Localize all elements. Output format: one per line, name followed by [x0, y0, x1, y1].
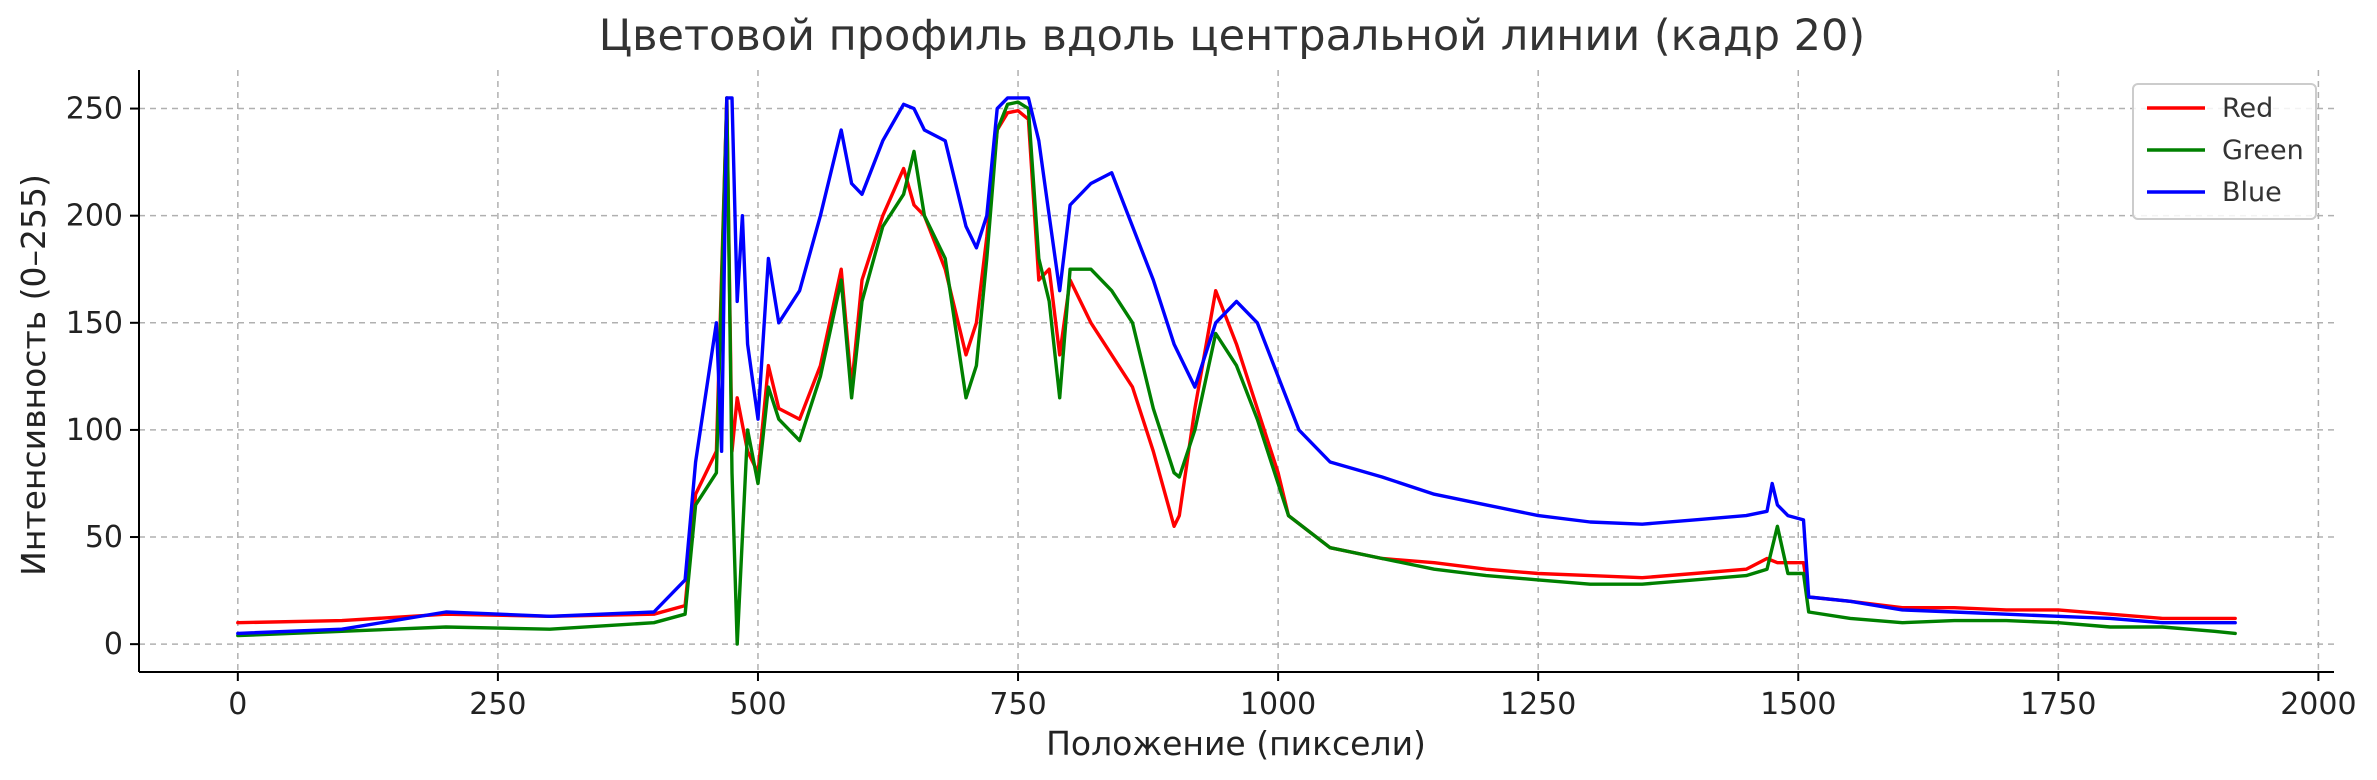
x-tick-label: 2000 [2280, 687, 2356, 722]
x-tick-label: 1750 [2020, 687, 2096, 722]
x-tick-label: 1250 [1500, 687, 1576, 722]
y-tick-label: 0 [104, 627, 123, 662]
plot-series [236, 96, 2237, 646]
x-tick-label: 1000 [1240, 687, 1316, 722]
y-tick-label: 150 [66, 306, 123, 341]
legend-items: Red Green Blue [2147, 93, 2304, 208]
legend-label-red: Red [2222, 93, 2273, 124]
axes [138, 70, 2334, 673]
legend: Red Green Blue [2132, 83, 2317, 220]
x-tick-label: 500 [729, 687, 786, 722]
y-axis-label: Интенсивность (0–255) [14, 174, 53, 576]
y-tick-label: 100 [66, 413, 123, 448]
series-line-red [236, 96, 2237, 625]
y-tick-label: 50 [85, 520, 123, 555]
series-line-green [236, 96, 2237, 646]
x-tick-label: 1500 [1760, 687, 1836, 722]
x-tick-label: 250 [469, 687, 526, 722]
x-axis-ticks: 0 250 500 750 1000 1250 1500 1750 2000 [228, 672, 2357, 722]
y-tick-label: 250 [66, 92, 123, 127]
x-tick-label: 750 [989, 687, 1046, 722]
y-axis-ticks: 0 50 100 150 200 250 [66, 92, 139, 662]
series-line-blue [236, 96, 2237, 636]
legend-label-green: Green [2222, 135, 2304, 166]
legend-label-blue: Blue [2222, 177, 2282, 208]
chart-title: Цветовой профиль вдоль центральной линии… [599, 11, 1865, 61]
x-axis-label: Положение (пиксели) [1046, 724, 1426, 763]
x-tick-label: 0 [228, 687, 247, 722]
grid-lines [139, 70, 2334, 672]
y-tick-label: 200 [66, 199, 123, 234]
legend-box [2132, 83, 2317, 220]
